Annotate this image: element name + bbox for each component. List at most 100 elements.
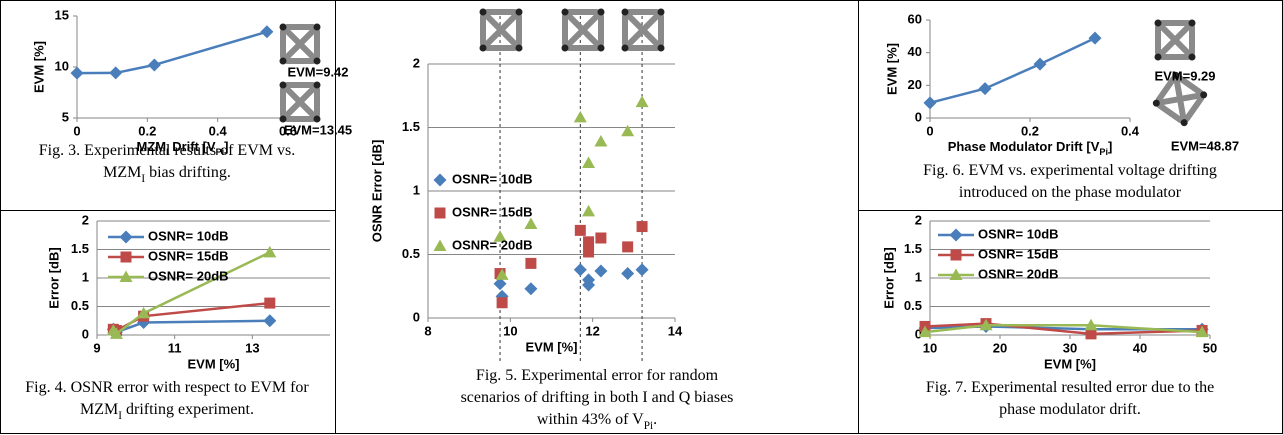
caption-line: Fig. 7. Experimental resulted error due … (926, 379, 1214, 396)
x-tick-label: 0.2 (138, 123, 156, 138)
constellation-point (622, 9, 629, 16)
caption-line: Fig. 6. EVM vs. experimental voltage dri… (923, 162, 1217, 179)
y-tick-label: 1 (915, 269, 922, 284)
marker-square (583, 246, 594, 257)
x-tick-label: 12 (585, 323, 599, 338)
constellation-point (280, 82, 287, 89)
x-axis-label: EVM [%] (1044, 356, 1096, 371)
caption-line-run: Fig. 4. OSNR error with respect to EVM f… (25, 379, 309, 396)
y-tick-label: 0.5 (71, 298, 89, 313)
constellation-point (1155, 54, 1162, 61)
y-tick-label: 1.5 (904, 241, 922, 256)
marker-square (951, 250, 962, 261)
caption-line-run: bias drifting. (145, 164, 231, 181)
caption-line: scenarios of drifting in both I and Q bi… (461, 389, 734, 406)
y-axis-label: EVM [%] (884, 43, 899, 95)
x-tick-label: 50 (1203, 340, 1217, 355)
constellation-point (1155, 20, 1162, 27)
constellation-point (314, 116, 321, 123)
constellation-point (562, 9, 569, 16)
constellation-point (562, 45, 569, 52)
constellation-icon (562, 9, 605, 52)
x-axis-label: EVM [%] (188, 356, 240, 371)
constellation-icon (1155, 20, 1196, 61)
y-axis-label: EVM [%] (31, 41, 46, 93)
y-axis-label: Error [dB] (881, 247, 896, 308)
caption-line: phase modulator drift. (999, 401, 1141, 418)
constellation-point (516, 45, 523, 52)
marker-square (435, 208, 446, 219)
y-tick-label: 1 (82, 269, 89, 284)
caption-line-run: Fig. 5. Experimental error for random (476, 367, 719, 384)
x-tick-label: 30 (1063, 340, 1077, 355)
caption-line-run: MZM (80, 401, 118, 418)
x-tick-label: 0.4 (209, 123, 228, 138)
caption-line: Fig. 3. Experimental results of EVM vs. (39, 142, 295, 159)
caption-line: Fig. 4. OSNR error with respect to EVM f… (25, 379, 309, 396)
x-tick-label: 40 (1133, 340, 1147, 355)
x-axis-label-run: ] (1108, 139, 1112, 154)
marker-square (497, 297, 508, 308)
constellation-point (280, 24, 287, 31)
caption-line-run: scenarios of drifting in both I and Q bi… (461, 389, 734, 406)
legend-label: OSNR= 20dB (148, 268, 229, 283)
caption-line-run: Fig. 3. Experimental results of EVM vs. (39, 142, 295, 159)
x-tick-label: 10 (503, 323, 517, 338)
y-tick-label: 1.5 (71, 241, 89, 256)
y-tick-label: 15 (55, 7, 69, 22)
marker-square (622, 241, 633, 252)
legend-label: OSNR= 10dB (978, 226, 1059, 241)
constellation-point (280, 116, 287, 123)
y-axis-label: Error [dB] (46, 247, 61, 308)
y-tick-label: 2 (82, 212, 89, 227)
marker-square (583, 236, 594, 247)
marker-square (264, 298, 275, 309)
y-axis-label: OSNR Error [dB] (369, 140, 384, 243)
constellation-point (480, 45, 487, 52)
y-tick-label: 1 (413, 182, 420, 197)
caption-line: introduced on the phase modulator (959, 184, 1182, 201)
constellation-point (622, 45, 629, 52)
annotation: EVM=48.87 (1171, 138, 1239, 153)
page: {"chart_data": [ {"type": "line", "xlabe… (0, 0, 1283, 435)
caption-line: Fig. 5. Experimental error for random (476, 367, 719, 384)
constellation-point (314, 58, 321, 65)
legend-label: OSNR= 15dB (978, 246, 1059, 261)
caption-line-run: MZM (103, 164, 141, 181)
y-tick-label: 0 (915, 109, 922, 124)
legend-label: OSNR= 15dB (452, 204, 533, 219)
caption-line-run: Fig. 6. EVM vs. experimental voltage dri… (923, 162, 1217, 179)
constellation-point (658, 45, 665, 52)
x-tick-label: 10 (923, 340, 937, 355)
y-tick-label: 2 (915, 212, 922, 227)
constellation-point (1189, 20, 1196, 27)
legend-label: OSNR= 20dB (978, 266, 1059, 281)
constellation-point (516, 9, 523, 16)
y-tick-label: 0 (413, 309, 420, 324)
legend-label: OSNR= 20dB (452, 237, 533, 252)
x-axis-label-run: Phase Modulator Drift [V (948, 139, 1100, 154)
annotation: EVM=9.29 (1154, 68, 1215, 83)
y-tick-label: 0.5 (904, 298, 922, 313)
constellation-point (598, 9, 605, 16)
constellation-icon (280, 82, 321, 123)
y-tick-label: 2 (413, 55, 420, 70)
constellation-point (280, 58, 287, 65)
x-axis-label: EVM [%] (526, 339, 578, 354)
y-tick-label: 1.5 (402, 119, 420, 134)
legend-label: OSNR= 15dB (148, 248, 229, 263)
x-tick-label: 0.2 (1021, 123, 1039, 138)
caption-line-run: phase modulator drift. (999, 401, 1141, 418)
legend-label: OSNR= 10dB (148, 228, 229, 243)
caption-line-run: . (653, 411, 657, 428)
marker-square (525, 258, 536, 269)
y-tick-label: 40 (908, 44, 922, 59)
x-tick-label: 13 (245, 340, 259, 355)
y-tick-label: 5 (62, 109, 69, 124)
caption-line-run: Fig. 7. Experimental resulted error due … (926, 379, 1214, 396)
constellation-point (598, 45, 605, 52)
x-tick-label: 0 (926, 123, 933, 138)
annotation: EVM=9.42 (287, 64, 348, 79)
figure-panel: 5101500.20.40.6MZMI Drift [VPi]EVM [%]EV… (0, 0, 1283, 435)
y-tick-label: 60 (908, 11, 922, 26)
